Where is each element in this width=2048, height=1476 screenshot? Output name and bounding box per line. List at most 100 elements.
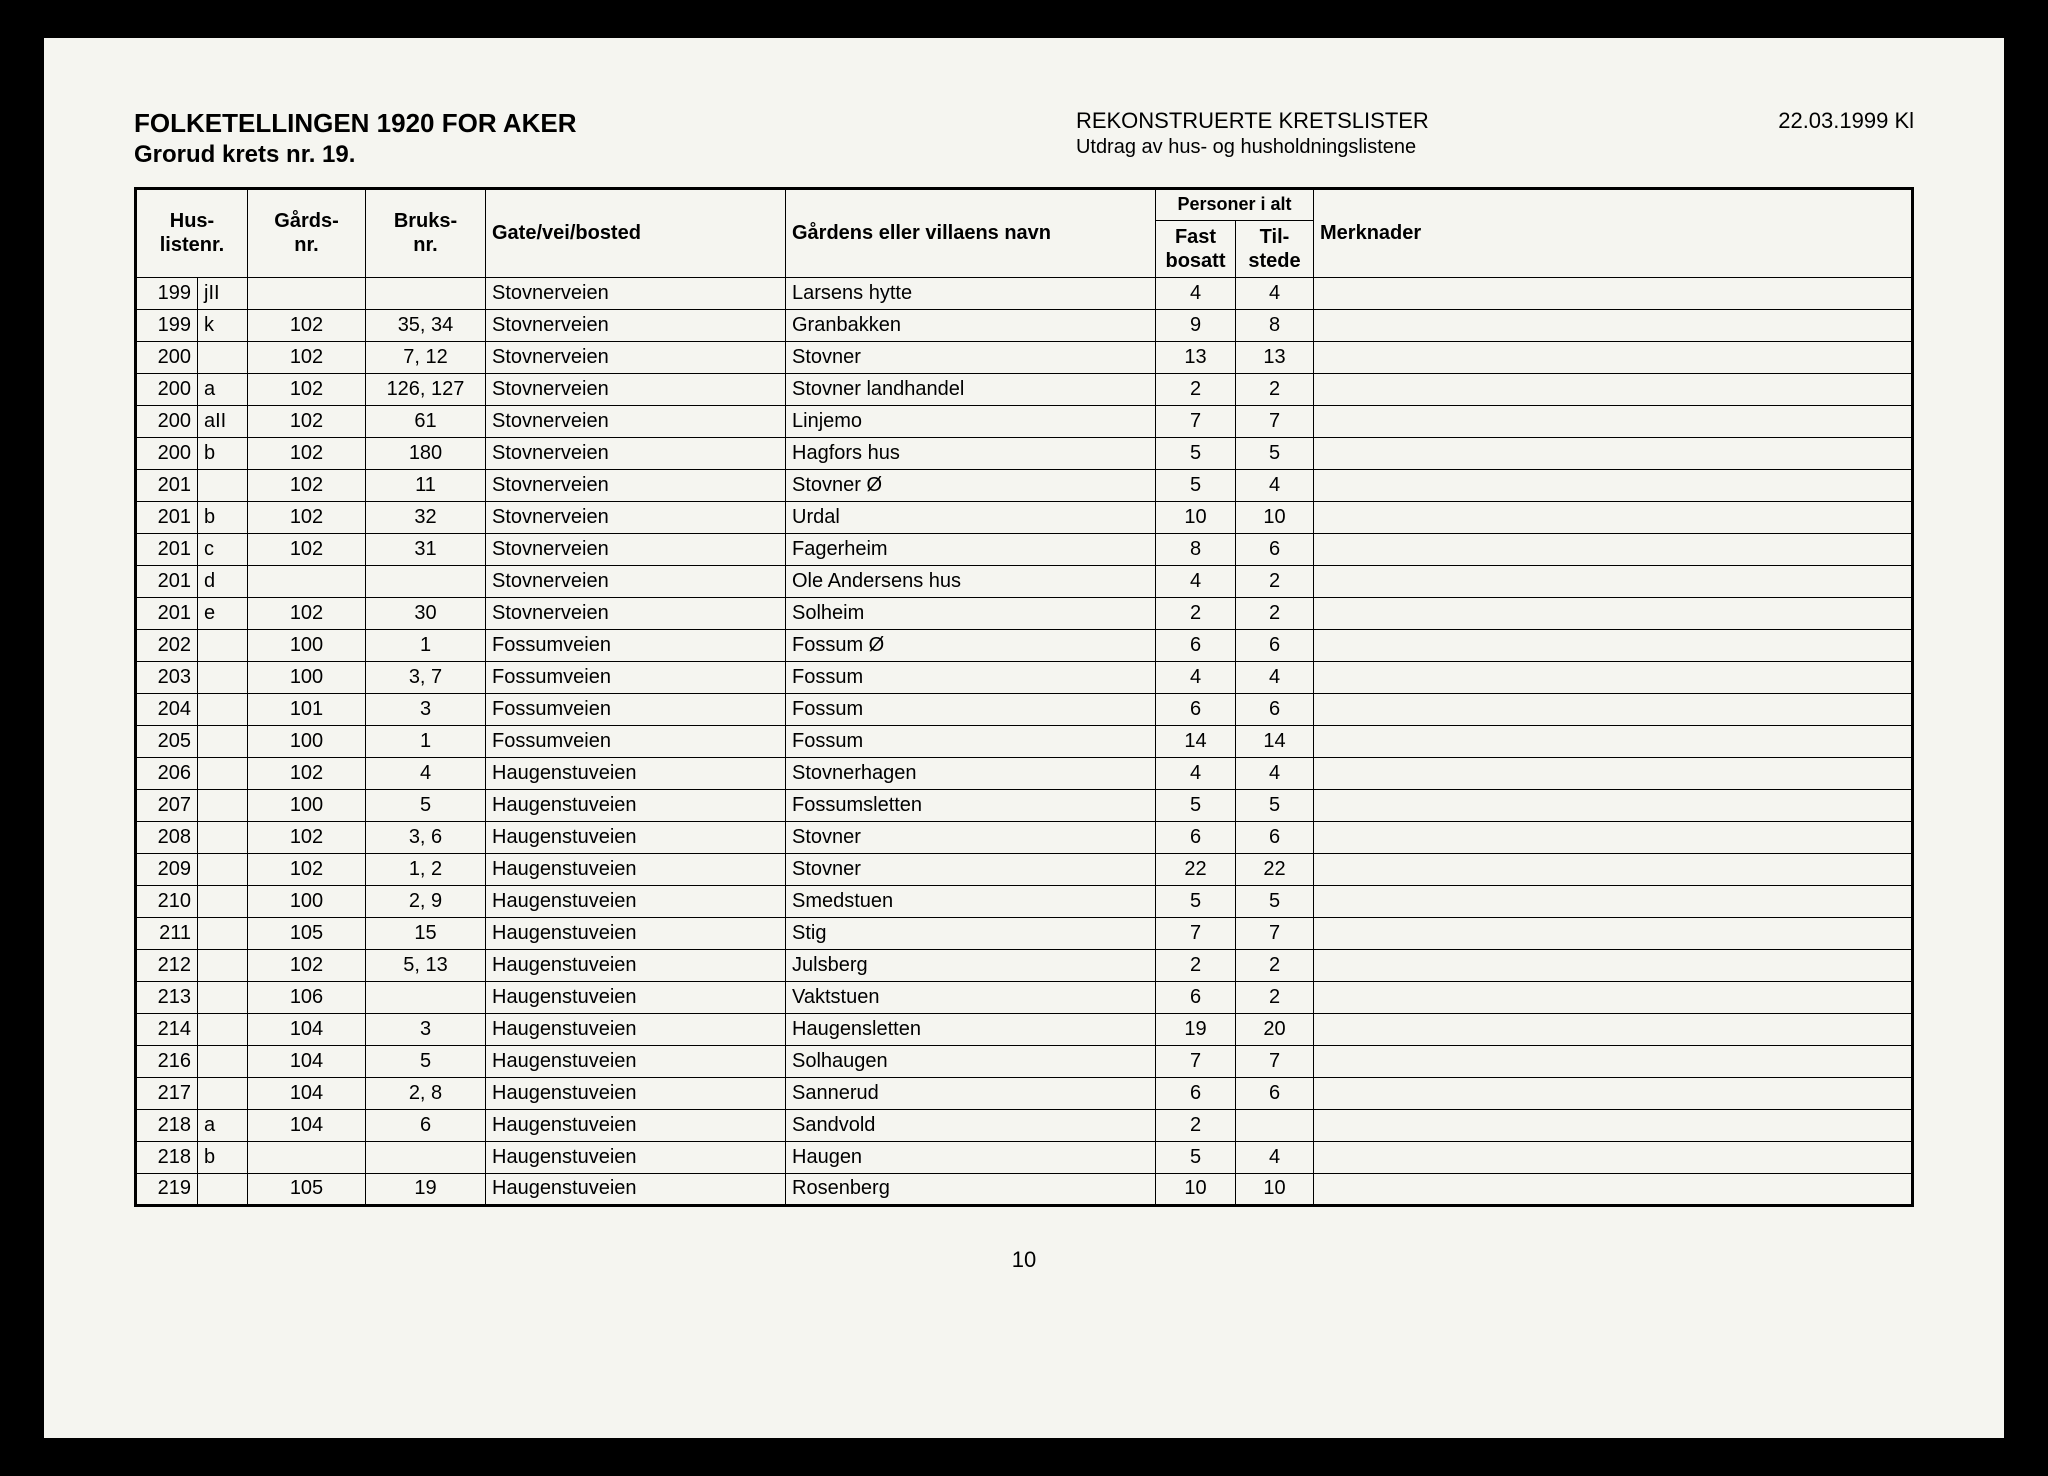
cell-hus2: k	[198, 309, 248, 341]
cell-merk	[1314, 821, 1913, 853]
cell-hus1: 199	[136, 309, 198, 341]
cell-til: 4	[1236, 661, 1314, 693]
table-row: 201e10230StovnerveienSolheim22	[136, 597, 1913, 629]
table-row: 200b102180StovnerveienHagfors hus55	[136, 437, 1913, 469]
cell-gards: 100	[248, 661, 366, 693]
cell-gate: Haugenstuveien	[486, 1013, 786, 1045]
table-row: 200a102126, 127StovnerveienStovner landh…	[136, 373, 1913, 405]
cell-navn: Urdal	[786, 501, 1156, 533]
center-sub: Utdrag av hus- og husholdningslistene	[1076, 136, 1429, 159]
cell-gards: 102	[248, 501, 366, 533]
cell-til: 2	[1236, 949, 1314, 981]
cell-fast: 4	[1156, 277, 1236, 309]
table-row: 218a1046HaugenstuveienSandvold2	[136, 1109, 1913, 1141]
cell-hus1: 201	[136, 597, 198, 629]
cell-bruks: 35, 34	[366, 309, 486, 341]
header-center: REKONSTRUERTE KRETSLISTER Utdrag av hus-…	[1076, 108, 1429, 159]
cell-gards: 102	[248, 373, 366, 405]
cell-hus1: 210	[136, 885, 198, 917]
cell-til: 2	[1236, 565, 1314, 597]
cell-til: 6	[1236, 533, 1314, 565]
cell-merk	[1314, 693, 1913, 725]
cell-gards: 104	[248, 1109, 366, 1141]
cell-hus1: 201	[136, 469, 198, 501]
table-row: 2171042, 8HaugenstuveienSannerud66	[136, 1077, 1913, 1109]
cell-merk	[1314, 949, 1913, 981]
cell-fast: 10	[1156, 501, 1236, 533]
cell-hus1: 200	[136, 437, 198, 469]
cell-bruks: 6	[366, 1109, 486, 1141]
census-table: Hus- listenr. Gårds- nr. Bruks- nr. Gate…	[134, 187, 1914, 1207]
cell-fast: 4	[1156, 757, 1236, 789]
cell-gards: 101	[248, 693, 366, 725]
cell-bruks: 15	[366, 917, 486, 949]
cell-hus2	[198, 725, 248, 757]
cell-gards: 100	[248, 725, 366, 757]
cell-navn: Stovner	[786, 853, 1156, 885]
cell-navn: Stovner	[786, 821, 1156, 853]
cell-merk	[1314, 277, 1913, 309]
cell-bruks: 32	[366, 501, 486, 533]
cell-fast: 14	[1156, 725, 1236, 757]
table-row: 2071005HaugenstuveienFossumsletten55	[136, 789, 1913, 821]
cell-bruks: 31	[366, 533, 486, 565]
cell-merk	[1314, 469, 1913, 501]
cell-hus1: 201	[136, 501, 198, 533]
cell-fast: 9	[1156, 309, 1236, 341]
cell-gards: 102	[248, 821, 366, 853]
cell-bruks: 2, 8	[366, 1077, 486, 1109]
cell-gate: Stovnerveien	[486, 501, 786, 533]
cell-til: 6	[1236, 629, 1314, 661]
cell-fast: 6	[1156, 629, 1236, 661]
cell-hus1: 214	[136, 1013, 198, 1045]
cell-fast: 4	[1156, 565, 1236, 597]
cell-til	[1236, 1109, 1314, 1141]
title-sub: Grorud krets nr. 19.	[134, 141, 577, 169]
cell-gards: 105	[248, 1173, 366, 1205]
cell-merk	[1314, 1173, 1913, 1205]
col-huslistenr: Hus- listenr.	[136, 189, 248, 278]
cell-bruks: 5	[366, 789, 486, 821]
table-row: 2101002, 9HaugenstuveienSmedstuen55	[136, 885, 1913, 917]
cell-fast: 6	[1156, 1077, 1236, 1109]
cell-bruks: 1, 2	[366, 853, 486, 885]
cell-hus1: 216	[136, 1045, 198, 1077]
cell-hus1: 213	[136, 981, 198, 1013]
cell-hus1: 212	[136, 949, 198, 981]
cell-hus2	[198, 1173, 248, 1205]
cell-navn: Linjemo	[786, 405, 1156, 437]
cell-bruks: 2, 9	[366, 885, 486, 917]
cell-fast: 5	[1156, 437, 1236, 469]
cell-navn: Fossum	[786, 661, 1156, 693]
cell-hus2	[198, 1077, 248, 1109]
cell-gards	[248, 1141, 366, 1173]
cell-gate: Haugenstuveien	[486, 821, 786, 853]
table-row: 20110211StovnerveienStovner Ø54	[136, 469, 1913, 501]
cell-bruks: 1	[366, 725, 486, 757]
cell-gate: Haugenstuveien	[486, 981, 786, 1013]
cell-fast: 8	[1156, 533, 1236, 565]
table-body: 199jIIStovnerveienLarsens hytte44199k102…	[136, 277, 1913, 1205]
cell-gards: 102	[248, 597, 366, 629]
cell-til: 22	[1236, 853, 1314, 885]
cell-til: 6	[1236, 1077, 1314, 1109]
cell-bruks	[366, 565, 486, 597]
cell-til: 2	[1236, 597, 1314, 629]
cell-bruks: 3	[366, 1013, 486, 1045]
cell-til: 7	[1236, 405, 1314, 437]
cell-til: 6	[1236, 693, 1314, 725]
cell-gate: Stovnerveien	[486, 341, 786, 373]
cell-gate: Stovnerveien	[486, 597, 786, 629]
cell-gards: 102	[248, 405, 366, 437]
cell-hus2: d	[198, 565, 248, 597]
cell-gards: 105	[248, 917, 366, 949]
col-bruksnr: Bruks- nr.	[366, 189, 486, 278]
cell-merk	[1314, 981, 1913, 1013]
cell-hus1: 217	[136, 1077, 198, 1109]
cell-gards: 100	[248, 629, 366, 661]
cell-hus2: a	[198, 373, 248, 405]
cell-hus1: 211	[136, 917, 198, 949]
cell-navn: Julsberg	[786, 949, 1156, 981]
cell-merk	[1314, 917, 1913, 949]
cell-navn: Sannerud	[786, 1077, 1156, 1109]
